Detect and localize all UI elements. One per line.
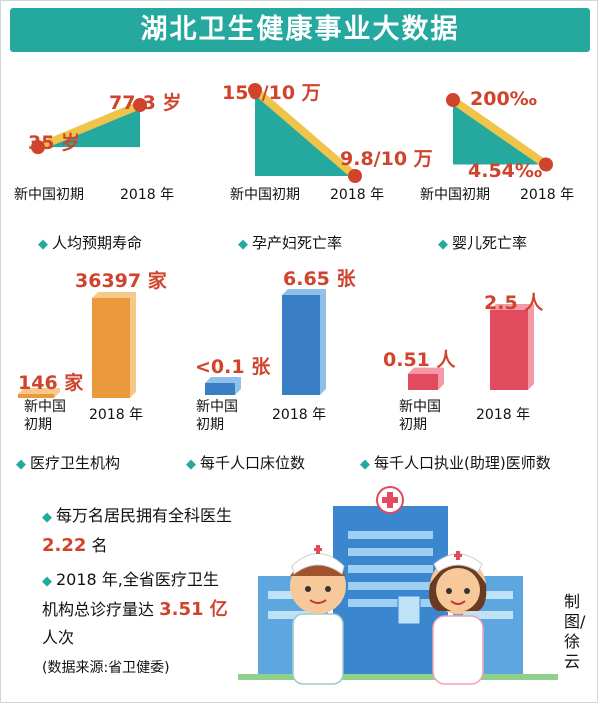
bar2-2018-top	[282, 289, 326, 295]
diamond-icon: ◆	[42, 510, 52, 525]
legend-maternal-mortality: ◆ 孕产妇死亡率	[238, 234, 343, 252]
nurse-figure	[397, 551, 487, 685]
chart3-value-early: 200‰	[470, 88, 538, 110]
clipboard-icon	[397, 595, 421, 625]
bar-charts	[18, 289, 534, 398]
diamond-icon: ◆	[42, 574, 52, 589]
trend1-point-2018	[133, 98, 147, 112]
bar3-early	[408, 373, 438, 390]
bar2-2018	[282, 295, 320, 395]
note-total-visits: ◆ 2018 年,全省医疗卫生机构总诊疗量达 3.51 亿人次	[42, 570, 228, 647]
chart3-cat-early: 新中国初期	[420, 187, 490, 203]
data-source: (数据来源:省卫健委)	[42, 660, 170, 676]
chart1-value-early: 35 岁	[28, 132, 81, 154]
chart2-cat-early: 新中国初期	[230, 187, 300, 203]
bar1-early-top	[18, 388, 60, 394]
diamond-icon: ◆	[16, 457, 26, 472]
trend1-point-early	[31, 140, 45, 155]
note-general-practitioners: ◆ 每万名居民拥有全科医生 2.22 名	[42, 506, 233, 556]
chart1-cat-early: 新中国初期	[14, 187, 84, 203]
chart1-value-2018: 77.3 岁	[109, 92, 182, 114]
trend2-point-early	[248, 83, 262, 97]
bar1-2018	[92, 298, 130, 398]
chart3-value-2018: 4.54‰	[468, 160, 543, 182]
diamond-icon: ◆	[360, 457, 370, 472]
bar2-2018-side	[320, 289, 326, 395]
bar2-value-early: <0.1 张	[195, 356, 271, 378]
bar1-early-side	[54, 388, 60, 398]
bar3-early-side	[438, 367, 444, 390]
bar1-cat-2018: 2018 年	[89, 407, 144, 423]
doctor-figure	[290, 545, 346, 685]
bar1-2018-top	[92, 292, 136, 298]
bar2-early	[205, 383, 235, 395]
legend-infant-mortality: ◆ 婴儿死亡率	[438, 234, 528, 252]
legend-medical-institutions: ◆ 医疗卫生机构	[16, 454, 121, 472]
bar3-value-early: 0.51 人	[383, 349, 456, 371]
trend2-point-2018	[348, 168, 362, 183]
bar1-value-early: 146 家	[18, 372, 84, 394]
chart2-value-early: 150/10 万	[222, 82, 321, 104]
legend-beds-per-thousand: ◆ 每千人口床位数	[186, 454, 306, 472]
legend-life-expectancy: ◆ 人均预期寿命	[38, 234, 143, 252]
bar2-cat-early: 新中国 初期	[196, 399, 238, 433]
bar3-cat-2018: 2018 年	[476, 407, 531, 423]
bar3-early-top	[408, 367, 444, 374]
bar2-cat-2018: 2018 年	[272, 407, 327, 423]
page-title: 湖北卫生健康事业大数据	[140, 14, 460, 45]
diamond-icon: ◆	[238, 237, 248, 252]
bar3-cat-early: 新中国 初期	[399, 399, 441, 433]
bar2-early-top	[205, 377, 241, 383]
trend-charts	[31, 83, 553, 183]
bar3-2018-side	[528, 304, 534, 390]
chart3-cat-2018: 2018 年	[520, 187, 575, 203]
bar3-value-2018: 2.5 人	[484, 292, 544, 314]
bar1-cat-early: 新中国 初期	[24, 399, 66, 433]
chart2-value-2018: 9.8/10 万	[340, 148, 433, 170]
diamond-icon: ◆	[438, 237, 448, 252]
bar1-2018-side	[130, 292, 136, 398]
trend3-point-early	[446, 93, 460, 107]
trend1-line	[34, 101, 144, 152]
diamond-icon: ◆	[186, 457, 196, 472]
bar1-early	[18, 394, 54, 398]
title-banner: 湖北卫生健康事业大数据	[10, 8, 590, 52]
legend-doctors-per-thousand: ◆ 每千人口执业(助理)医师数	[360, 454, 551, 472]
credit-label: 制图/徐云	[564, 592, 586, 671]
hospital-illustration	[238, 486, 558, 685]
bar2-value-2018: 6.65 张	[283, 268, 356, 290]
bar3-2018	[490, 310, 528, 390]
trend3-point-2018	[539, 157, 553, 172]
diamond-icon: ◆	[38, 237, 48, 252]
chart1-cat-2018: 2018 年	[120, 187, 175, 203]
bar1-value-2018: 36397 家	[75, 270, 167, 292]
trend2-line	[251, 86, 359, 180]
chart2-cat-2018: 2018 年	[330, 187, 385, 203]
trend3-line	[449, 96, 550, 169]
bar3-2018-top	[490, 304, 534, 310]
